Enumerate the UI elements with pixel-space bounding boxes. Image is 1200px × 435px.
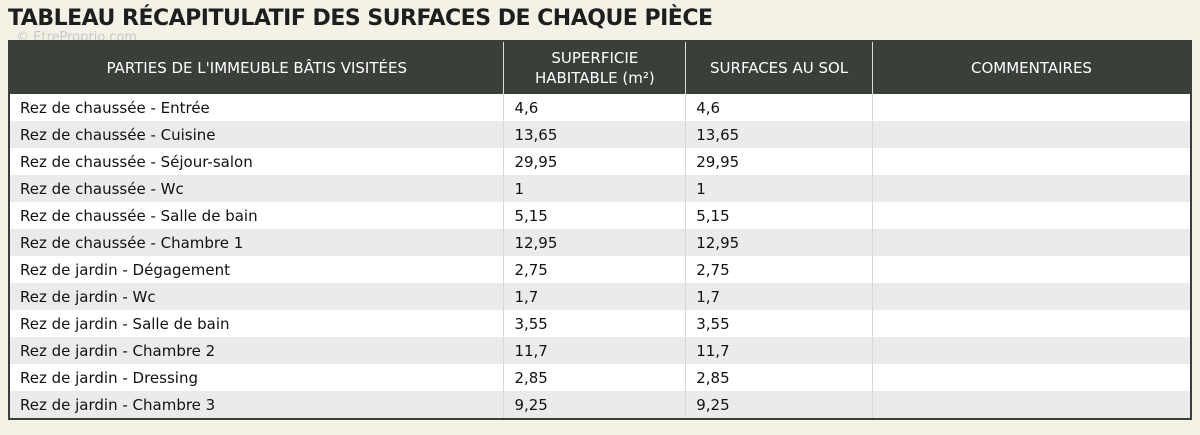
table-cell: 1	[685, 175, 873, 202]
table-row: Rez de jardin - Chambre 2 11,7 11,7	[9, 337, 1191, 364]
table-cell: 2,85	[503, 364, 686, 391]
table-cell	[871, 175, 1191, 202]
column-header-text: COMMENTAIRES	[970, 59, 1092, 77]
table-cell: 1,7	[503, 283, 686, 310]
table-row: Rez de chaussée - Séjour-salon 29,95 29,95	[9, 148, 1191, 175]
table-cell	[871, 148, 1191, 175]
surface-table: PARTIES DE L'IMMEUBLE BÂTIS VISITÉES SUPE…	[8, 40, 1192, 420]
title: TABLEAU RÉCAPITULATIF DES SURFACES DE CH…	[8, 6, 713, 31]
table-cell	[871, 391, 1191, 419]
table-row: Rez de jardin - Wc 1,7 1,7	[9, 283, 1191, 310]
table-cell: 11,7	[685, 337, 873, 364]
table-cell	[871, 94, 1191, 121]
table-cell	[871, 256, 1191, 283]
table-cell: 2,75	[685, 256, 873, 283]
table-cell: Rez de chaussée - Chambre 1	[9, 229, 504, 256]
table-cell: 9,25	[685, 391, 873, 419]
table-cell: 1	[503, 175, 686, 202]
table-cell	[871, 310, 1191, 337]
table-cell: 13,65	[503, 121, 686, 148]
table-row: Rez de chaussée - Entrée 4,6 4,6	[9, 94, 1191, 121]
table-cell: Rez de chaussée - Séjour-salon	[9, 148, 504, 175]
table-cell	[871, 229, 1191, 256]
table-row: Rez de chaussée - Salle de bain 5,15 5,15	[9, 202, 1191, 229]
table-cell: 11,7	[503, 337, 686, 364]
table-cell: Rez de jardin - Dressing	[9, 364, 504, 391]
table-cell: 9,25	[503, 391, 686, 419]
table-cell: Rez de chaussée - Salle de bain	[9, 202, 504, 229]
table-cell: 12,95	[503, 229, 686, 256]
table-cell	[871, 364, 1191, 391]
table-cell: 12,95	[685, 229, 873, 256]
table-cell: Rez de jardin - Chambre 2	[9, 337, 504, 364]
column-header-text: PARTIES DE L'IMMEUBLE BÂTIS VISITÉES	[106, 59, 407, 77]
table-cell: 2,85	[685, 364, 873, 391]
table-cell	[871, 202, 1191, 229]
table-row: Rez de chaussée - Wc 1 1	[9, 175, 1191, 202]
table-row: Rez de jardin - Salle de bain 3,55 3,55	[9, 310, 1191, 337]
table-cell: 13,65	[685, 121, 873, 148]
table-cell: 1,7	[685, 283, 873, 310]
table-row: Rez de jardin - Dégagement 2,75 2,75	[9, 256, 1191, 283]
column-header-text: SURFACES AU SOL	[710, 59, 849, 77]
table-cell	[871, 121, 1191, 148]
table-cell: Rez de chaussée - Cuisine	[9, 121, 504, 148]
table-cell: Rez de jardin - Wc	[9, 283, 504, 310]
header-row: PARTIES DE L'IMMEUBLE BÂTIS VISITÉES SUPE…	[9, 41, 1191, 94]
column-header: PARTIES DE L'IMMEUBLE BÂTIS VISITÉES	[9, 41, 504, 94]
table-cell: 3,55	[685, 310, 873, 337]
table-row: Rez de jardin - Chambre 3 9,25 9,25	[9, 391, 1191, 419]
table-cell: 5,15	[503, 202, 686, 229]
table-cell	[871, 283, 1191, 310]
table-row: Rez de chaussée - Cuisine 13,65 13,65	[9, 121, 1191, 148]
table-row: Rez de chaussée - Chambre 1 12,95 12,95	[9, 229, 1191, 256]
table-cell: 4,6	[503, 94, 686, 121]
table-cell: 5,15	[685, 202, 873, 229]
column-header: SURFACES AU SOL	[685, 41, 873, 94]
table-row: Rez de jardin - Dressing 2,85 2,85	[9, 364, 1191, 391]
table-cell: Rez de chaussée - Entrée	[9, 94, 504, 121]
table-cell: 3,55	[503, 310, 686, 337]
column-header: COMMENTAIRES	[871, 41, 1191, 94]
table-cell: Rez de chaussée - Wc	[9, 175, 504, 202]
table-cell: 4,6	[685, 94, 873, 121]
column-header: SUPERFICIE HABITABLE (m²)	[503, 41, 686, 94]
table-cell: Rez de jardin - Salle de bain	[9, 310, 504, 337]
table-cell: Rez de jardin - Dégagement	[9, 256, 504, 283]
table-cell: 29,95	[503, 148, 686, 175]
column-header-text: SUPERFICIE HABITABLE (m²)	[534, 49, 655, 87]
table-cell	[871, 337, 1191, 364]
table-cell: Rez de jardin - Chambre 3	[9, 391, 504, 419]
table-cell: 2,75	[503, 256, 686, 283]
table-cell: 29,95	[685, 148, 873, 175]
